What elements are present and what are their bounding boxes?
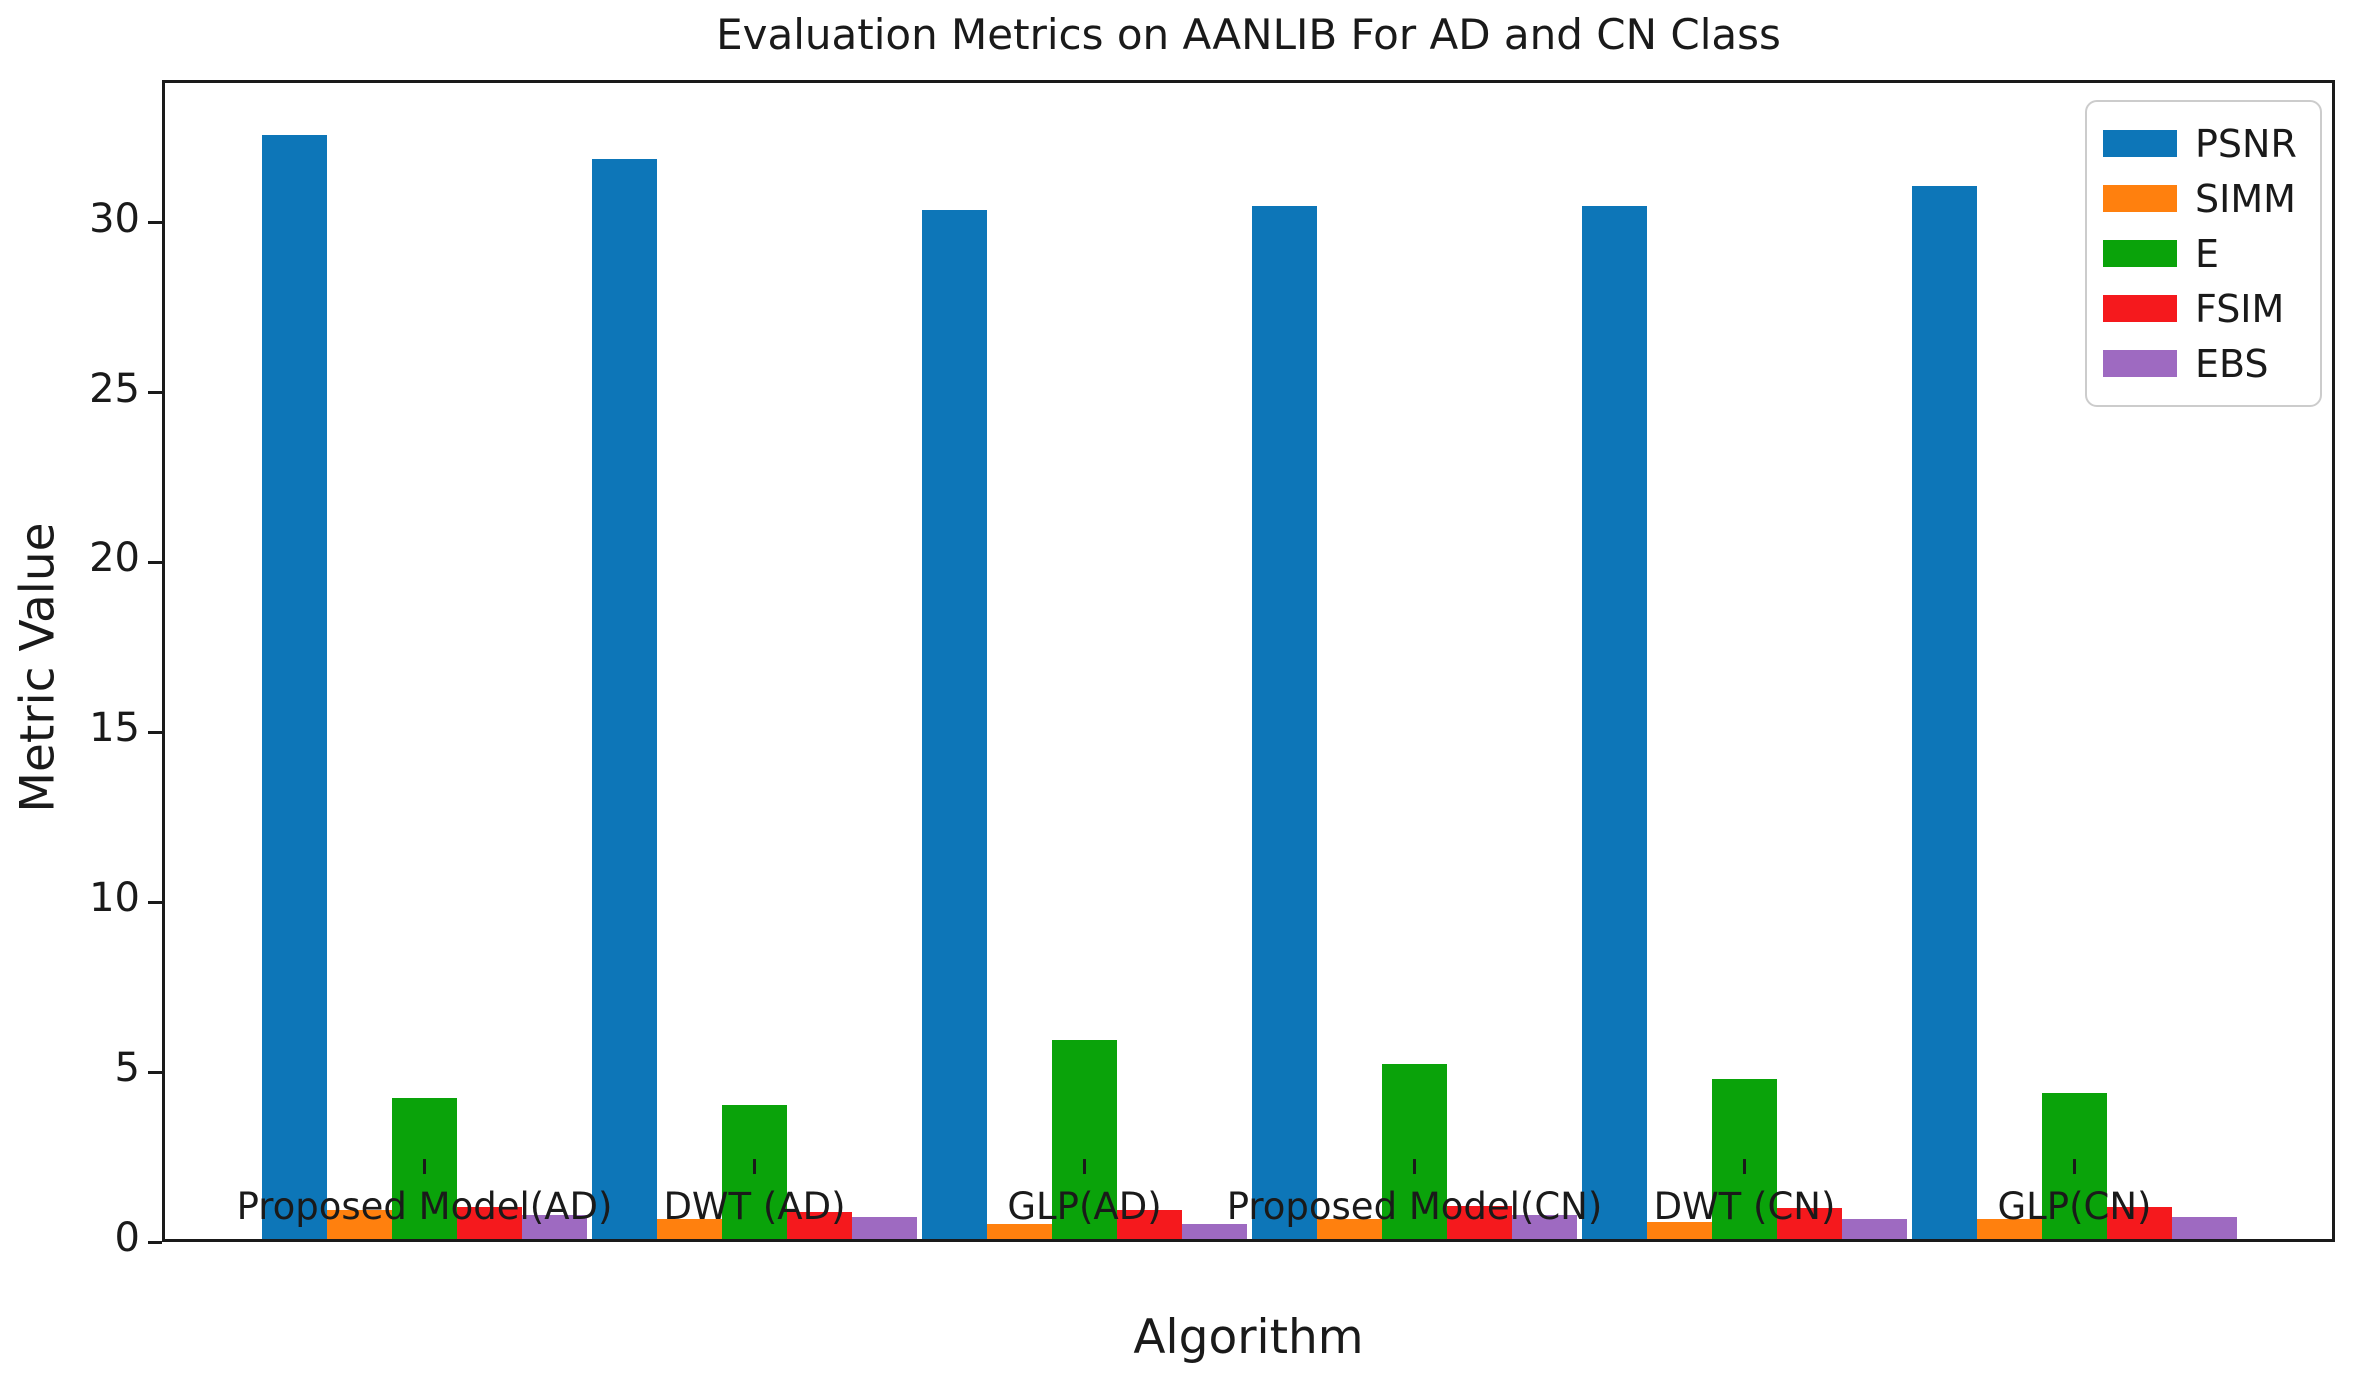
y-tick-label: 0	[114, 1215, 140, 1261]
y-tick-mark	[148, 1070, 162, 1074]
legend-item-psnr: PSNR	[2103, 116, 2320, 171]
bar-ebs-2	[852, 1217, 917, 1239]
bar-ebs-3	[1182, 1224, 1247, 1239]
bar-psnr-1	[262, 135, 327, 1239]
bar-simm-2	[657, 1219, 722, 1239]
x-tick-label: DWT (AD)	[663, 1185, 846, 1228]
x-tick-label: DWT (CN)	[1653, 1185, 1836, 1228]
bar-fsim-3	[1117, 1210, 1182, 1239]
x-tick-mark	[1083, 1159, 1086, 1174]
y-tick-mark	[148, 1240, 162, 1244]
y-tick-label: 20	[89, 535, 140, 582]
bar-ebs-6	[2172, 1217, 2237, 1239]
x-tick-mark	[2073, 1159, 2076, 1174]
legend-swatch-e-icon	[2103, 240, 2177, 267]
bar-ebs-4	[1512, 1215, 1577, 1239]
legend-swatch-ebs-icon	[2103, 350, 2177, 377]
x-tick-mark	[753, 1159, 756, 1174]
legend-item-simm: SIMM	[2103, 171, 2320, 226]
x-axis-label: Algorithm	[1133, 1310, 1364, 1365]
y-tick-mark	[148, 560, 162, 564]
x-tick-mark	[1743, 1159, 1746, 1174]
bar-ebs-1	[522, 1215, 587, 1239]
legend-label: FSIM	[2195, 286, 2285, 331]
bar-psnr-4	[1252, 206, 1317, 1239]
chart-title: Evaluation Metrics on AANLIB For AD and …	[716, 10, 1781, 59]
bar-fsim-4	[1447, 1206, 1512, 1239]
legend: PSNR SIMM E FSIM EBS	[2085, 100, 2322, 407]
bar-simm-5	[1647, 1222, 1712, 1239]
bar-psnr-6	[1912, 186, 1977, 1239]
bar-simm-6	[1977, 1219, 2042, 1239]
legend-item-e: E	[2103, 226, 2320, 281]
legend-item-fsim: FSIM	[2103, 281, 2320, 336]
bar-simm-1	[327, 1210, 392, 1239]
bar-psnr-2	[592, 159, 657, 1239]
x-tick-label: GLP(AD)	[1007, 1185, 1162, 1228]
legend-swatch-psnr-icon	[2103, 130, 2177, 157]
bar-e-3	[1052, 1040, 1117, 1239]
legend-label: PSNR	[2195, 121, 2297, 166]
legend-swatch-fsim-icon	[2103, 295, 2177, 322]
bar-e-4	[1382, 1064, 1447, 1239]
y-tick-label: 30	[89, 195, 140, 242]
bar-ebs-5	[1842, 1219, 1907, 1239]
bar-fsim-2	[787, 1212, 852, 1239]
y-tick-label: 5	[114, 1045, 140, 1092]
bar-simm-4	[1317, 1219, 1382, 1239]
plot-area	[148, 80, 2335, 1244]
x-tick-mark	[423, 1159, 426, 1174]
y-tick-label: 25	[89, 365, 140, 412]
bar-fsim-5	[1777, 1208, 1842, 1239]
bar-fsim-6	[2107, 1207, 2172, 1239]
bar-psnr-3	[922, 210, 987, 1239]
x-tick-label: Proposed Model(CN)	[1226, 1185, 1603, 1228]
y-tick-mark	[148, 900, 162, 904]
legend-label: E	[2195, 231, 2220, 276]
legend-label: EBS	[2195, 341, 2269, 386]
x-tick-label: GLP(CN)	[1997, 1185, 2152, 1228]
bar-fsim-1	[457, 1207, 522, 1239]
y-tick-mark	[148, 221, 162, 225]
legend-label: SIMM	[2195, 176, 2296, 221]
legend-swatch-simm-icon	[2103, 185, 2177, 212]
legend-item-ebs: EBS	[2103, 336, 2320, 391]
bar-psnr-5	[1582, 206, 1647, 1239]
bar-simm-3	[987, 1224, 1052, 1239]
y-tick-mark	[148, 730, 162, 734]
y-tick-mark	[148, 391, 162, 395]
x-tick-mark	[1413, 1159, 1416, 1174]
y-tick-label: 15	[89, 705, 140, 752]
y-tick-label: 10	[89, 875, 140, 922]
x-tick-label: Proposed Model(AD)	[236, 1185, 613, 1228]
